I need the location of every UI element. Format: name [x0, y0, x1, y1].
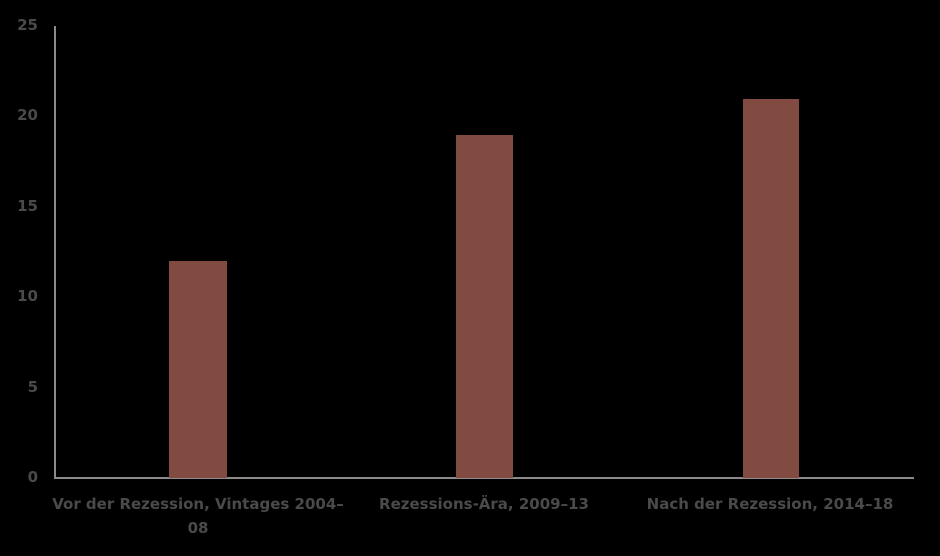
y-tick-25: 25: [17, 16, 38, 34]
x-tick-recession-era: Rezessions-Ära, 2009–13: [379, 495, 589, 513]
y-tick-0: 0: [27, 468, 38, 486]
x-tick-label-line1: Vor der Rezession, Vintages 2004–: [52, 495, 344, 513]
y-axis: [54, 26, 56, 479]
y-tick-20: 20: [17, 106, 38, 124]
bar-post-recession: [743, 99, 799, 478]
y-tick-15: 15: [17, 197, 38, 215]
bar-recession-era: [456, 135, 513, 478]
x-tick-post-recession: Nach der Rezession, 2014–18: [646, 495, 894, 513]
x-tick-pre-recession: Vor der Rezession, Vintages 2004– 08: [48, 492, 348, 540]
x-axis: [54, 477, 914, 479]
y-tick-10: 10: [17, 287, 38, 305]
x-tick-label-line2: 08: [187, 519, 209, 537]
bar-pre-recession: [169, 261, 227, 478]
y-tick-5: 5: [27, 378, 38, 396]
